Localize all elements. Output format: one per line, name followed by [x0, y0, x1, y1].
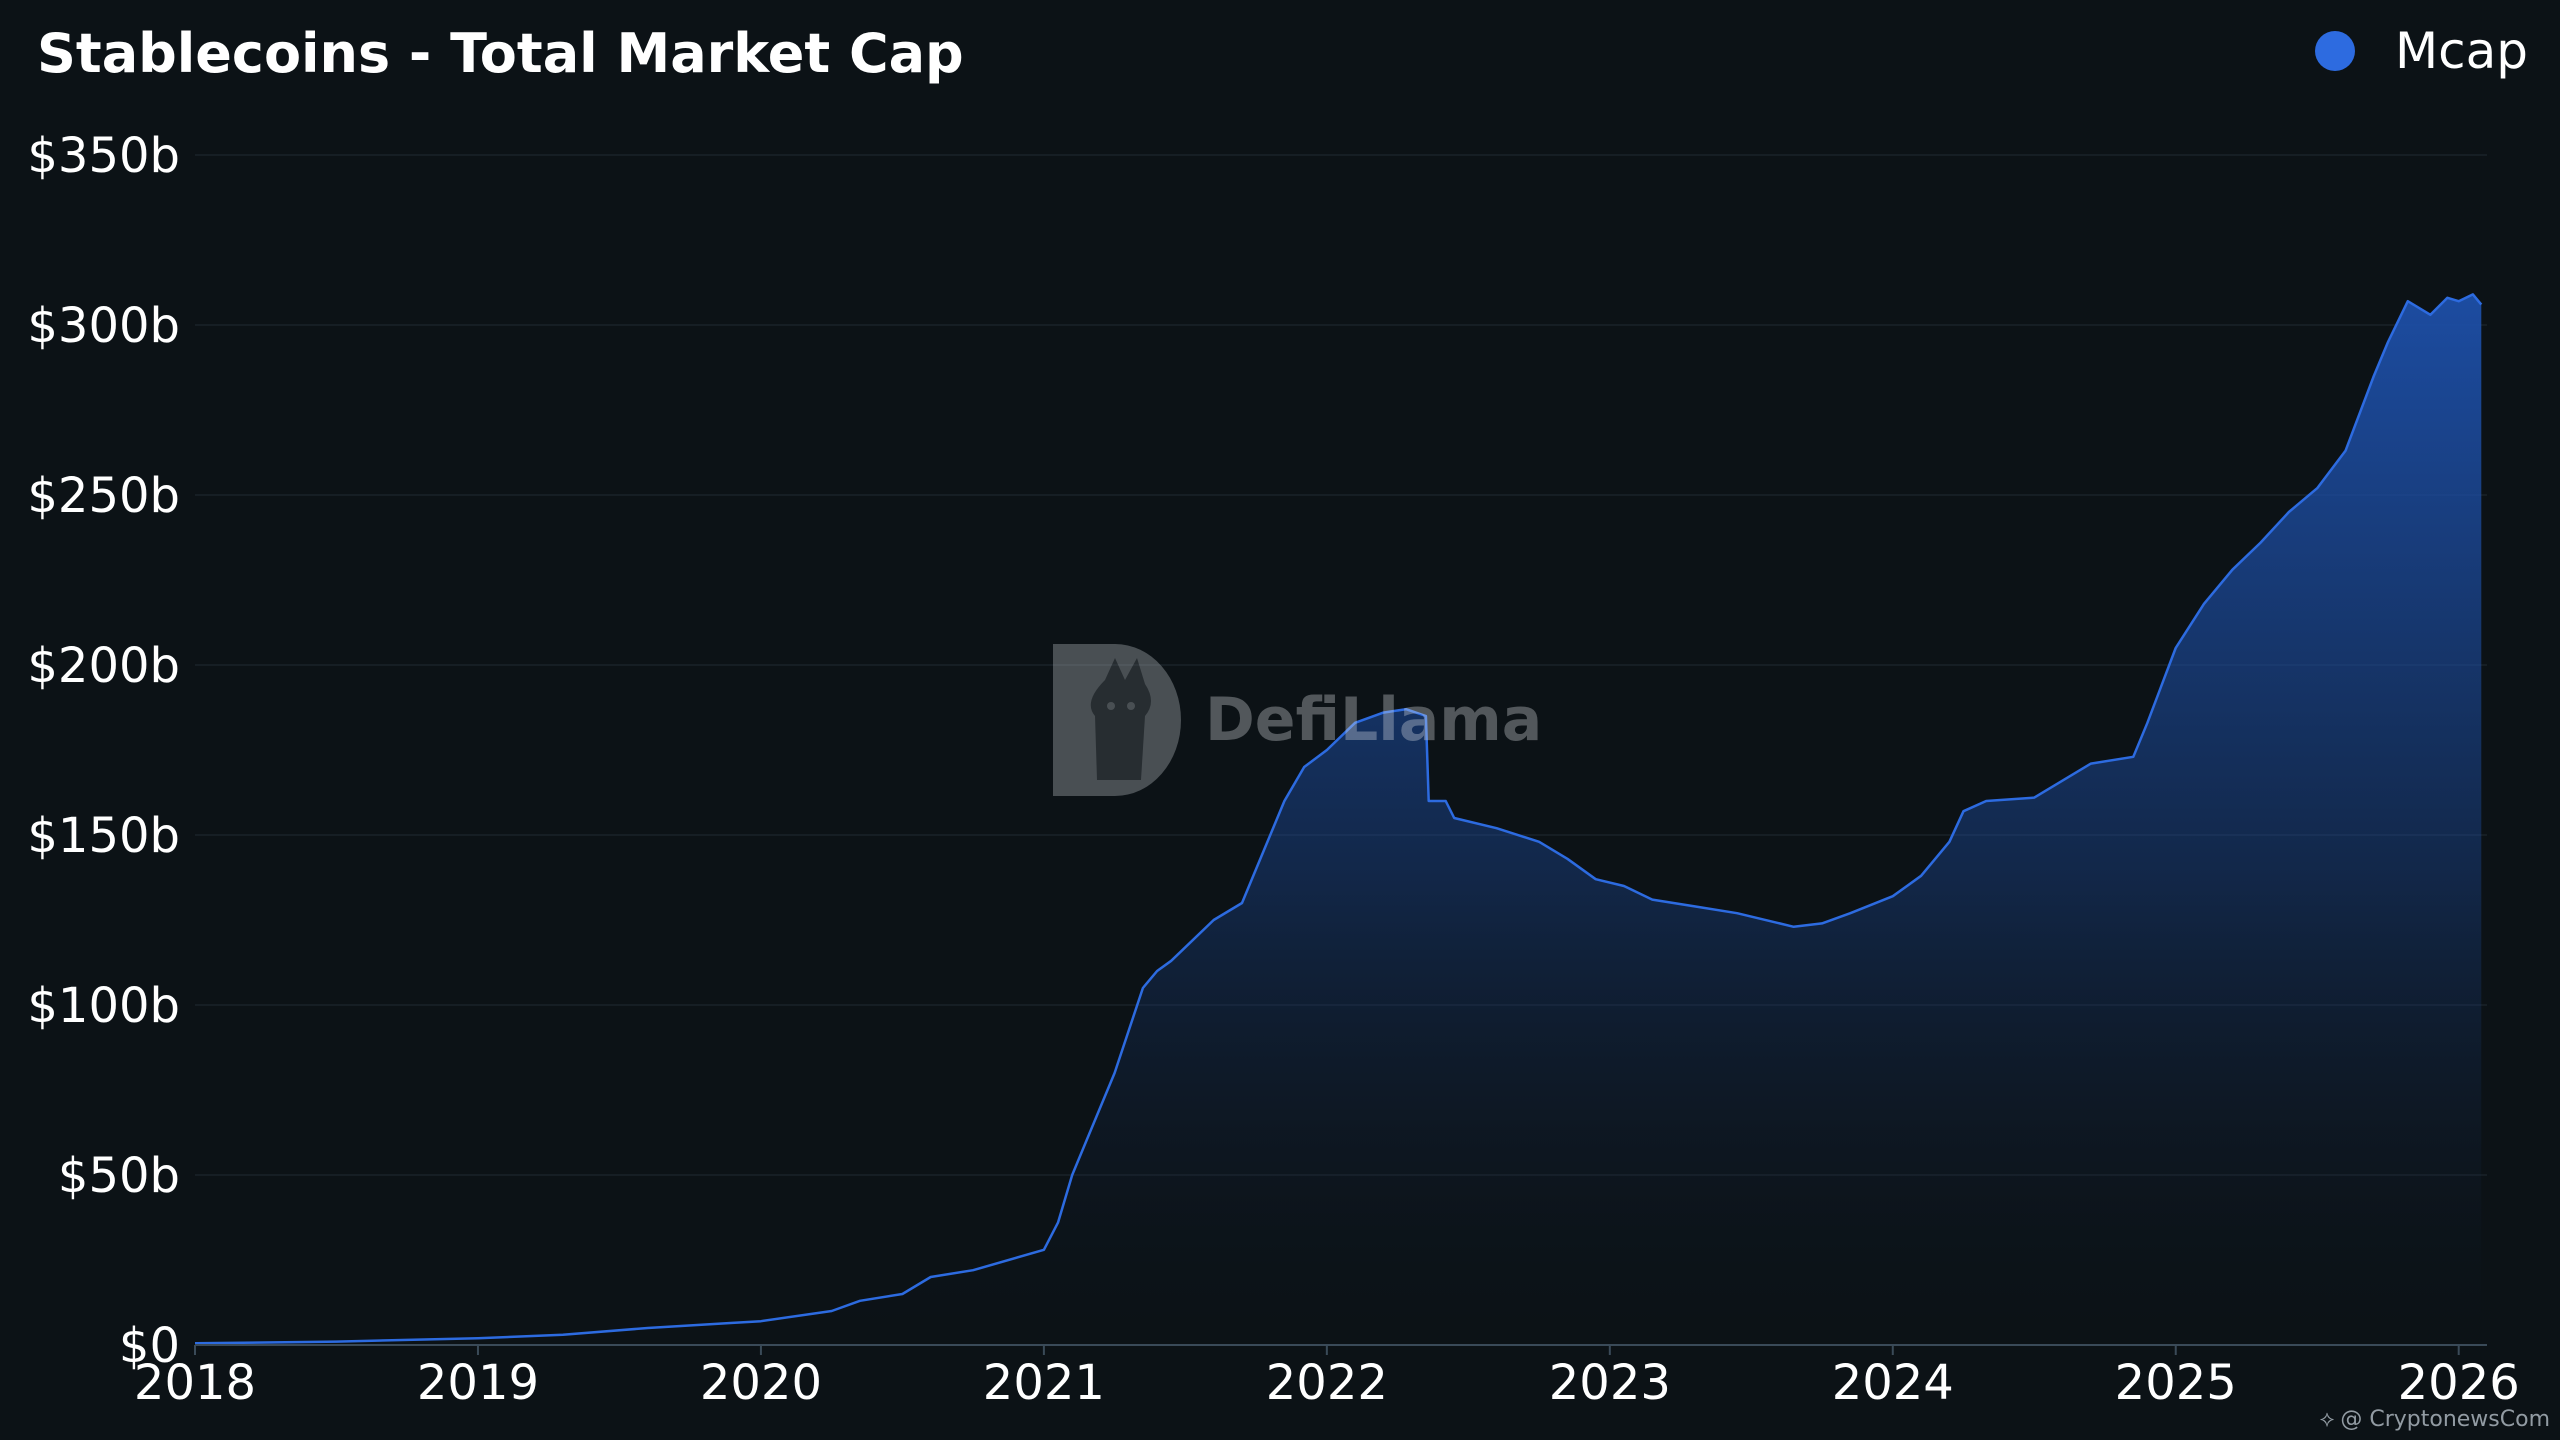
chart-legend[interactable]: Mcap: [2314, 22, 2528, 80]
x-tick-label-0: 2018: [134, 1355, 256, 1411]
x-tick-label-8: 2026: [2398, 1355, 2520, 1411]
legend-label: Mcap: [2394, 22, 2528, 80]
y-tick-label-7: $350b: [27, 128, 180, 184]
series-area-layer: [194, 293, 2483, 1345]
x-tick-label-3: 2021: [983, 1355, 1105, 1411]
y-tick-label-5: $250b: [27, 468, 180, 524]
y-tick-label-4: $200b: [27, 638, 180, 694]
x-tick-label-5: 2023: [1549, 1355, 1671, 1411]
x-axis-ticks: 2018 2019 2020 2021 2022 2023 2024 2025 2026: [134, 1345, 2520, 1411]
x-tick-label-1: 2019: [417, 1355, 539, 1411]
credit-watermark: ⟡ @ CryptonewsCom: [2320, 1407, 2550, 1432]
legend-swatch-icon: [2314, 31, 2355, 71]
x-tick-label-4: 2022: [1266, 1355, 1388, 1411]
y-tick-label-3: $150b: [27, 808, 180, 864]
series-line-mcap: [194, 293, 2483, 1345]
y-tick-label-1: $50b: [58, 1148, 180, 1204]
diamond-icon: ⟡: [2319, 1407, 2335, 1432]
series-area-mcap: [195, 294, 2482, 1345]
chart-title: Stablecoins - Total Market Cap: [37, 22, 964, 85]
x-tick-label-7: 2025: [2115, 1355, 2237, 1411]
x-tick-label-2: 2020: [700, 1355, 822, 1411]
y-tick-label-0: $0: [119, 1318, 180, 1374]
credit-text: @ CryptonewsCom: [2340, 1407, 2550, 1432]
y-tick-label-6: $300b: [27, 298, 180, 354]
y-tick-label-2: $100b: [27, 978, 180, 1034]
x-tick-label-6: 2024: [1832, 1355, 1954, 1411]
y-axis-ticks: $0 $50b $100b $150b $200b $250b $300b $350b: [27, 128, 180, 1374]
